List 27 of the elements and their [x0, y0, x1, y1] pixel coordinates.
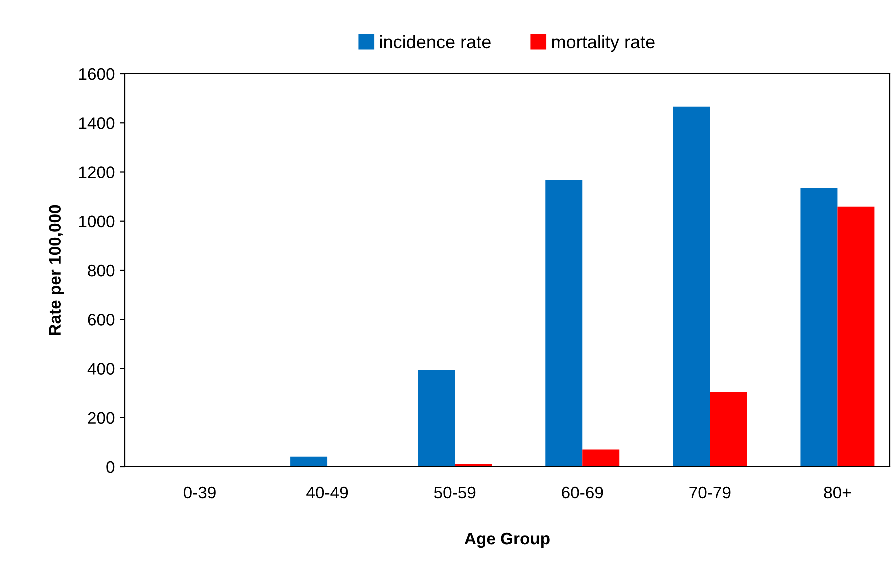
x-tick-label: 80+: [824, 486, 852, 499]
legend-label: incidence rate: [380, 35, 491, 49]
bar: [838, 206, 875, 467]
x-tick-label: 40-49: [306, 486, 348, 499]
x-axis-title: Age Group: [464, 532, 550, 548]
y-tick-label: 600: [88, 314, 115, 326]
y-tick-label: 400: [88, 363, 115, 375]
bar: [673, 106, 710, 467]
x-tick-label: 70-79: [690, 486, 731, 499]
y-axis-title: Rate per 100,000: [49, 205, 64, 336]
bar: [710, 392, 748, 467]
y-tick-label: 200: [88, 412, 115, 424]
y-tick-label: 1400: [79, 118, 115, 130]
y-tick-label: 1600: [79, 68, 115, 80]
bar: [800, 188, 838, 467]
bar: [546, 180, 583, 467]
y-tick-label: 1000: [79, 216, 115, 228]
bar: [582, 450, 620, 467]
y-tick-label: 800: [88, 264, 115, 277]
x-tick-label: 0-39: [184, 486, 216, 499]
y-tick-label: 1200: [79, 166, 115, 178]
x-tick-label: 60-69: [562, 486, 604, 499]
y-tick-label: 0: [106, 461, 115, 474]
x-tick-label: 50-59: [434, 486, 476, 499]
bar: [418, 370, 456, 467]
bar: [290, 456, 328, 467]
legend-label: mortality rate: [552, 35, 655, 52]
